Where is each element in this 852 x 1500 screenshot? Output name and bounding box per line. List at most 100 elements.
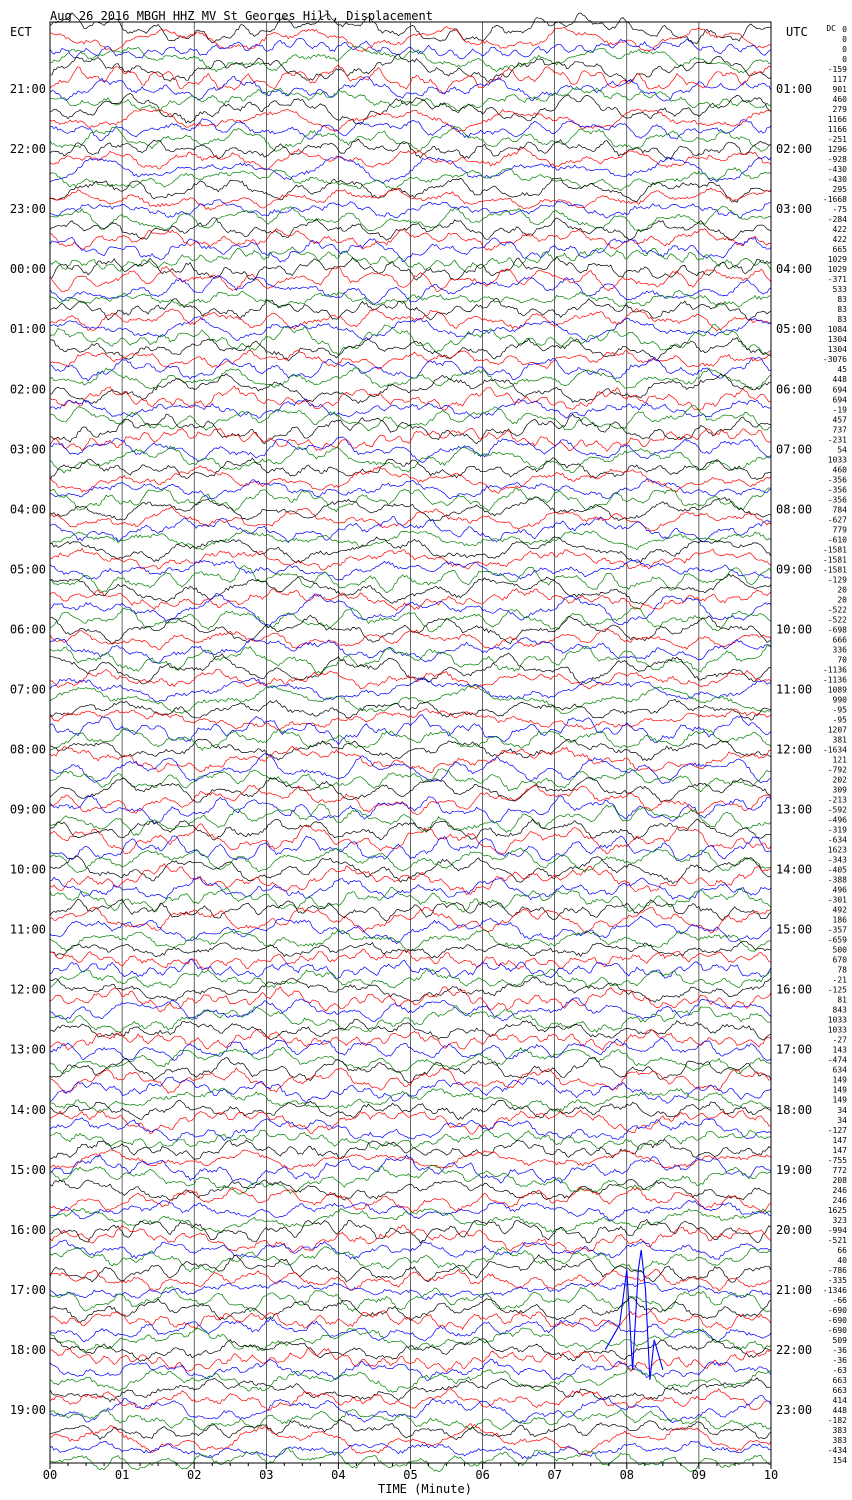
dc-value: 457 — [833, 415, 848, 424]
trace-row-22 — [49, 236, 772, 263]
trace-row-137 — [49, 1388, 772, 1411]
trace-row-28 — [49, 297, 772, 321]
trace-row-63 — [49, 644, 772, 674]
dc-value: -627 — [828, 515, 847, 524]
trace-row-96 — [49, 976, 772, 1003]
trace-row-54 — [49, 559, 772, 581]
x-tick-label: 09 — [692, 1468, 706, 1482]
dc-value: -21 — [833, 976, 848, 985]
dc-value: 448 — [833, 1406, 848, 1415]
dc-value: 147 — [833, 1146, 848, 1155]
trace-row-18 — [49, 199, 772, 219]
dc-value: 772 — [833, 1166, 848, 1175]
trace-row-49 — [49, 506, 772, 532]
trace-row-31 — [49, 323, 772, 356]
dc-value: -434 — [828, 1446, 847, 1455]
trace-row-101 — [49, 1029, 772, 1051]
trace-row-11 — [49, 126, 772, 153]
trace-row-13 — [49, 147, 772, 170]
dc-value: -75 — [833, 205, 848, 214]
dc-value: -522 — [828, 605, 847, 614]
dc-value: 279 — [833, 105, 848, 114]
trace-row-21 — [49, 228, 772, 251]
trace-row-95 — [49, 968, 772, 989]
right-hour-labels: 01:00 02:00 03:00 04:00 05:00 06:00 07:00 08:00… — [776, 82, 812, 1417]
right-hour-label: 01:00 — [776, 82, 812, 96]
left-hour-label: 10:00 — [10, 863, 46, 877]
trace-row-127 — [49, 1286, 772, 1313]
trace-row-99 — [49, 1005, 772, 1033]
trace-row-59 — [49, 607, 772, 633]
dc-value: 422 — [833, 235, 848, 244]
dc-value: -301 — [828, 896, 847, 905]
dc-value: -319 — [828, 826, 847, 835]
dc-value: -690 — [828, 1306, 847, 1315]
trace-row-69 — [49, 708, 772, 731]
trace-row-38 — [49, 398, 772, 419]
dc-value: -1634 — [823, 746, 847, 755]
dc-value: 670 — [833, 956, 848, 965]
trace-row-78 — [49, 795, 772, 824]
dc-value: 843 — [833, 1006, 848, 1015]
dc-value: 1166 — [828, 125, 847, 134]
dc-value: 20 — [837, 585, 847, 594]
right-hour-label: 21:00 — [776, 1283, 812, 1297]
dc-value: 143 — [833, 1046, 848, 1055]
dc-value: 737 — [833, 425, 848, 434]
dc-value: 784 — [833, 505, 848, 514]
trace-row-93 — [50, 948, 772, 970]
dc-value: -36 — [833, 1356, 848, 1365]
trace-row-98 — [49, 997, 772, 1023]
dc-value: -430 — [828, 175, 847, 184]
dc-value: -474 — [828, 1056, 847, 1065]
trace-row-30 — [49, 316, 772, 343]
trace-row-35 — [49, 367, 772, 391]
trace-row-114 — [49, 1154, 772, 1186]
dc-value: 83 — [837, 305, 847, 314]
dc-value: 149 — [833, 1096, 848, 1105]
x-tick-label: 05 — [403, 1468, 417, 1482]
left-hour-label: 06:00 — [10, 622, 46, 636]
trace-row-62 — [49, 637, 772, 664]
dc-value: 147 — [833, 1136, 848, 1145]
right-hour-label: 10:00 — [776, 622, 812, 636]
dc-value: -1346 — [823, 1286, 847, 1295]
right-hour-label: 18:00 — [776, 1103, 812, 1117]
dc-value: 186 — [833, 916, 848, 925]
dc-value: -388 — [828, 876, 847, 885]
trace-row-89 — [49, 906, 772, 934]
trace-row-138 — [49, 1394, 772, 1424]
trace-row-2 — [49, 37, 772, 60]
dc-value: -356 — [828, 495, 847, 504]
right-hour-label: 15:00 — [776, 923, 812, 937]
dc-value: 246 — [833, 1196, 848, 1205]
trace-row-118 — [50, 1199, 772, 1221]
dc-value: 0 — [842, 45, 847, 54]
event-spike-trace — [604, 1249, 664, 1380]
dc-value: 0 — [842, 25, 847, 34]
dc-value: 492 — [833, 906, 848, 915]
trace-row-5 — [49, 64, 772, 94]
trace-row-55 — [49, 564, 772, 594]
x-tick-label: 02 — [187, 1468, 201, 1482]
dc-value: 1033 — [828, 1016, 847, 1025]
dc-value: -357 — [828, 926, 847, 935]
trace-row-37 — [49, 385, 772, 411]
dc-value: -159 — [828, 65, 847, 74]
minute-gridlines — [121, 22, 700, 1463]
trace-row-71 — [49, 727, 772, 751]
trace-row-102 — [49, 1038, 772, 1061]
left-hour-label: 03:00 — [10, 442, 46, 456]
dc-value: -3076 — [823, 355, 847, 364]
right-hour-label: 14:00 — [776, 863, 812, 877]
dc-value: 1296 — [828, 145, 847, 154]
right-hour-label: 23:00 — [776, 1403, 812, 1417]
dc-value: 149 — [833, 1086, 848, 1095]
dc-value: -496 — [828, 816, 847, 825]
dc-value: 1084 — [828, 325, 847, 334]
dc-value: 54 — [837, 445, 847, 454]
dc-value: -36 — [833, 1346, 848, 1355]
dc-value: -521 — [828, 1236, 847, 1245]
left-hour-label: 22:00 — [10, 142, 46, 156]
